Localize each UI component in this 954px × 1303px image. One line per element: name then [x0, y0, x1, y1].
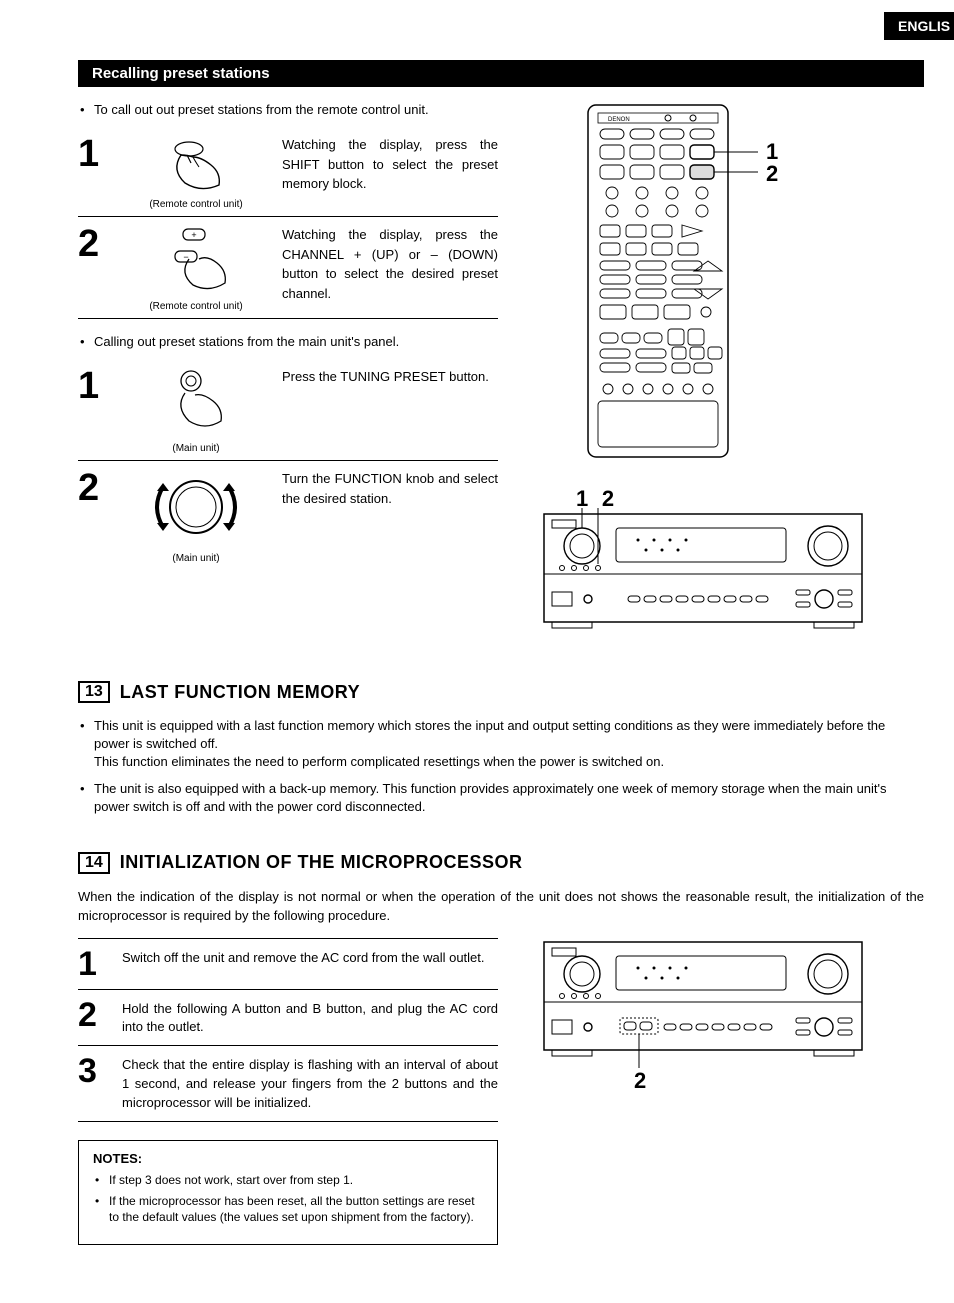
step-figure: (Main unit): [116, 367, 276, 454]
notes-item-2: If the microprocessor has been reset, al…: [93, 1193, 483, 1227]
step-number: 1: [78, 947, 122, 981]
step-text: Press the TUNING PRESET button.: [276, 367, 498, 454]
init-step-2: 2 Hold the following A button and B butt…: [78, 992, 498, 1044]
section-number: 14: [78, 852, 110, 874]
notes-title: NOTES:: [93, 1151, 483, 1166]
step-text: Watching the display, press the CHANNEL …: [276, 225, 498, 312]
init-illustration-column: 2: [538, 936, 924, 1246]
step-number: 2: [78, 469, 116, 564]
step-text: Switch off the unit and remove the AC co…: [122, 947, 498, 968]
step-figure: (Remote control unit): [116, 135, 276, 210]
figure-caption: (Main unit): [116, 443, 276, 454]
step-figure: + − (Remote control unit): [116, 225, 276, 312]
section-13-header: 13 LAST FUNCTION MEMORY: [78, 681, 924, 703]
notes-box: NOTES: If step 3 does not work, start ov…: [78, 1140, 498, 1245]
section-number: 13: [78, 681, 110, 703]
unit-callout-2: 2: [602, 486, 614, 511]
step-number: 2: [78, 998, 122, 1032]
unit-callout-1: 1: [576, 486, 588, 511]
init-callout-2: 2: [634, 1068, 646, 1094]
remote-callout-2: 2: [766, 161, 778, 187]
step-number: 2: [78, 225, 116, 312]
section-title: INITIALIZATION OF THE MICROPROCESSOR: [120, 852, 523, 873]
remote-illustration: DENON: [578, 101, 778, 461]
section-14-header: 14 INITIALIZATION OF THE MICROPROCESSOR: [78, 852, 924, 874]
section-header-recalling: Recalling preset stations: [78, 60, 924, 87]
notes-item-1: If step 3 does not work, start over from…: [93, 1172, 483, 1189]
step-text: Turn the FUNCTION knob and select the de…: [276, 469, 498, 564]
figure-caption: (Remote control unit): [116, 301, 276, 312]
left-column: To call out out preset stations from the…: [78, 101, 498, 645]
intro-remote: To call out out preset stations from the…: [78, 101, 498, 119]
mainunit-step-1: 1 (Main unit) Press the TUNING PRESET bu…: [78, 359, 498, 461]
section13-bullet-1: This unit is equipped with a last functi…: [78, 717, 924, 772]
remote-step-2: 2 + − (Remote control unit) Watching the…: [78, 217, 498, 319]
bullet-text: This unit is equipped with a last functi…: [94, 718, 885, 751]
bullet-subtext: This function eliminates the need to per…: [94, 754, 664, 769]
step-text: Check that the entire display is flashin…: [122, 1054, 498, 1113]
intro-mainunit: Calling out preset stations from the mai…: [78, 333, 498, 351]
section14-intro: When the indication of the display is no…: [78, 888, 924, 926]
step-number: 1: [78, 367, 116, 454]
language-tab: ENGLIS: [884, 12, 954, 40]
figure-caption: (Main unit): [116, 553, 276, 564]
svg-text:DENON: DENON: [608, 117, 630, 123]
step-figure: (Main unit): [116, 469, 276, 564]
init-steps-column: 1 Switch off the unit and remove the AC …: [78, 936, 498, 1246]
mainunit-step-2: 2 (Main unit) Turn the FUNCTION knob a: [78, 461, 498, 570]
init-step-3: 3 Check that the entire display is flash…: [78, 1048, 498, 1119]
svg-text:+: +: [191, 230, 196, 240]
main-unit-illustration-2: [538, 936, 868, 1076]
init-step-1: 1 Switch off the unit and remove the AC …: [78, 941, 498, 987]
remote-step-1: 1 (Remote control unit) Watching the dis…: [78, 127, 498, 217]
manual-page: ENGLIS Recalling preset stations To call…: [0, 0, 954, 1285]
right-column: DENON: [538, 101, 924, 645]
step-text: Watching the display, press the SHIFT bu…: [276, 135, 498, 210]
figure-caption: (Remote control unit): [116, 199, 276, 210]
step-number: 3: [78, 1054, 122, 1088]
main-unit-illustration: [538, 492, 868, 642]
section-title: LAST FUNCTION MEMORY: [120, 682, 360, 703]
step-text: Hold the following A button and B button…: [122, 998, 498, 1038]
section13-bullet-2: The unit is also equipped with a back-up…: [78, 780, 924, 816]
step-number: 1: [78, 135, 116, 210]
